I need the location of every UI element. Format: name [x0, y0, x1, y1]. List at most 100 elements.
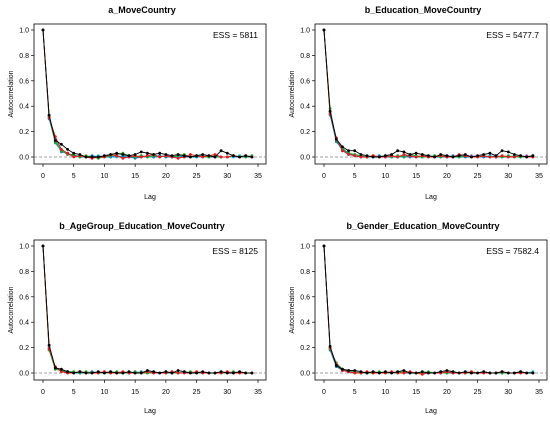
data-point [451, 155, 455, 159]
plot-content: 0 5 10 15 20 25 30 35 0.0 0.2 0.4 0.6 0.8 1.0 [300, 28, 547, 180]
series-line [42, 245, 252, 374]
x-tick-label: 10 [382, 389, 390, 396]
y-tick-label: 0.4 [300, 104, 310, 111]
data-point [170, 154, 174, 158]
data-point [84, 155, 88, 159]
data-point [139, 150, 143, 154]
data-point [353, 369, 357, 372]
data-point [439, 370, 443, 374]
data-point [72, 371, 76, 375]
y-axis-label: Autocorrelation [289, 70, 296, 117]
series-line [42, 29, 252, 158]
data-point [121, 153, 125, 156]
x-tick-label: 35 [254, 389, 262, 396]
data-point [525, 155, 529, 159]
data-point [96, 370, 100, 374]
ess-annotation: ESS = 5811 [213, 30, 258, 40]
x-tick-label: 15 [131, 173, 139, 180]
data-point [121, 156, 125, 160]
data-point [433, 155, 436, 159]
data-point [476, 371, 479, 375]
data-point [427, 371, 430, 375]
data-point [121, 371, 125, 375]
data-point [433, 371, 436, 375]
data-point [96, 155, 100, 159]
series-line [323, 245, 533, 375]
data-point [238, 370, 242, 374]
data-point [488, 155, 492, 159]
data-point [377, 155, 381, 159]
data-point [365, 154, 369, 158]
data-point [445, 154, 449, 158]
data-point [225, 151, 229, 155]
data-point [322, 244, 326, 248]
data-point [78, 370, 82, 374]
plot-box [314, 239, 548, 381]
data-point [189, 153, 192, 156]
x-axis-label: Lag [425, 408, 437, 415]
y-tick-label: 0.2 [300, 345, 310, 352]
series-line [323, 245, 533, 374]
data-point [164, 153, 168, 156]
data-point [213, 371, 217, 375]
data-point [103, 154, 106, 158]
series-line [323, 29, 533, 158]
x-tick-label: 30 [223, 389, 231, 396]
x-tick-label: 5 [72, 173, 76, 180]
data-point [513, 155, 516, 159]
data-point [500, 154, 504, 158]
series-line [42, 245, 252, 374]
x-tick-label: 15 [412, 173, 420, 180]
data-point [451, 370, 455, 374]
y-tick-label: 1.0 [19, 244, 29, 251]
series-line [323, 29, 533, 158]
data-point [232, 154, 235, 158]
data-point [213, 155, 217, 159]
y-tick-label: 0.0 [300, 371, 310, 378]
data-point [402, 155, 406, 159]
data-point [494, 154, 498, 158]
data-point [66, 151, 69, 155]
x-axis-label: Lag [144, 194, 156, 201]
data-point [408, 371, 412, 375]
data-point [482, 370, 486, 374]
data-point [445, 369, 449, 372]
data-point [341, 149, 344, 153]
data-point [250, 155, 254, 159]
x-tick-label: 25 [474, 389, 482, 396]
panel-title: b_Education_MoveCountry [365, 5, 482, 15]
y-tick-label: 0.2 [300, 129, 310, 136]
data-point [225, 371, 229, 375]
data-point [359, 370, 363, 374]
data-point [146, 369, 149, 372]
y-tick-label: 0.8 [19, 269, 29, 276]
y-tick-label: 1.0 [300, 244, 310, 251]
data-point [439, 153, 443, 156]
x-tick-label: 25 [193, 173, 201, 180]
data-point [213, 153, 217, 156]
data-point [139, 371, 143, 375]
series-line [42, 245, 252, 374]
data-point [328, 344, 332, 348]
y-tick-label: 0.4 [300, 320, 310, 327]
data-point [47, 343, 51, 347]
data-point [195, 371, 199, 375]
data-point [109, 370, 112, 374]
data-point [152, 153, 156, 156]
plot-box [314, 23, 548, 165]
data-point [90, 155, 94, 159]
series-line [42, 29, 252, 159]
y-tick-label: 0.8 [19, 53, 29, 60]
x-tick-label: 20 [162, 173, 170, 180]
x-tick-label: 25 [474, 173, 482, 180]
data-point [396, 370, 400, 374]
data-point [525, 371, 529, 375]
data-point [470, 155, 473, 159]
y-axis-label: Autocorrelation [8, 70, 15, 117]
data-point [219, 149, 223, 153]
data-point [170, 371, 174, 375]
data-point [176, 371, 180, 375]
data-point [463, 153, 467, 156]
y-tick-label: 0.8 [300, 269, 310, 276]
y-tick-label: 0.6 [19, 78, 29, 85]
